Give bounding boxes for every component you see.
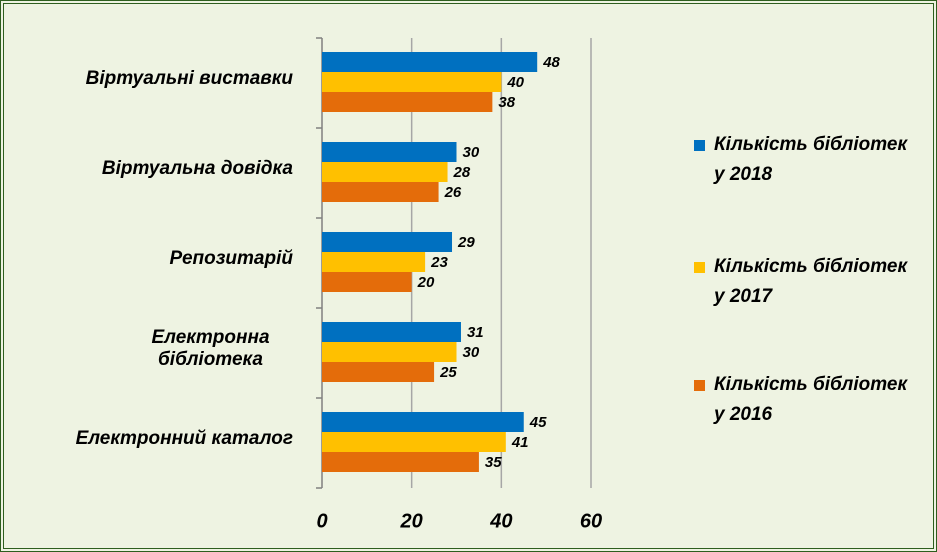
data-label: 38 [498, 94, 515, 111]
data-label: 26 [444, 184, 462, 201]
legend-label: Кількість бібліотек у 2018 [714, 134, 908, 185]
legend-swatch [694, 380, 705, 391]
bar [322, 142, 457, 162]
data-label: 35 [485, 454, 502, 471]
legend-swatch [694, 262, 705, 273]
bar [322, 52, 538, 72]
bar [322, 162, 448, 182]
bar [322, 412, 524, 432]
data-label: 29 [457, 234, 475, 251]
data-label: 40 [506, 74, 524, 91]
category-label: Електронна бібліотека [151, 327, 270, 370]
bar [322, 72, 502, 92]
bar [322, 272, 412, 292]
data-label: 31 [467, 324, 484, 341]
bar [322, 92, 493, 112]
category-label: Електронний каталог [75, 428, 293, 449]
legend-label: Кількість бібліотек у 2016 [714, 374, 908, 425]
category-label: Віртуальна довідка [101, 158, 293, 179]
bar [322, 252, 426, 272]
bar [322, 322, 461, 342]
data-label: 28 [453, 164, 471, 181]
data-label: 30 [463, 144, 480, 161]
legend-swatch [694, 140, 705, 151]
bar [322, 342, 457, 362]
data-label: 48 [542, 54, 560, 71]
data-label: 30 [463, 344, 480, 361]
data-label: 23 [430, 254, 448, 271]
x-tick-label: 60 [580, 510, 602, 532]
x-tick-label: 0 [316, 510, 327, 532]
bar [322, 452, 479, 472]
category-label: Віртуальні виставки [85, 68, 293, 89]
bar [322, 432, 506, 452]
data-label: 25 [439, 364, 457, 381]
bar [322, 232, 453, 252]
data-label: 20 [417, 274, 435, 291]
x-tick-label: 20 [400, 510, 423, 532]
data-label: 41 [511, 434, 529, 451]
legend-label: Кількість бібліотек у 2017 [714, 256, 908, 307]
data-label: 45 [529, 414, 547, 431]
bar [322, 182, 439, 202]
bar [322, 362, 435, 382]
x-tick-label: 40 [489, 510, 512, 532]
category-label: Репозитарій [169, 248, 293, 269]
